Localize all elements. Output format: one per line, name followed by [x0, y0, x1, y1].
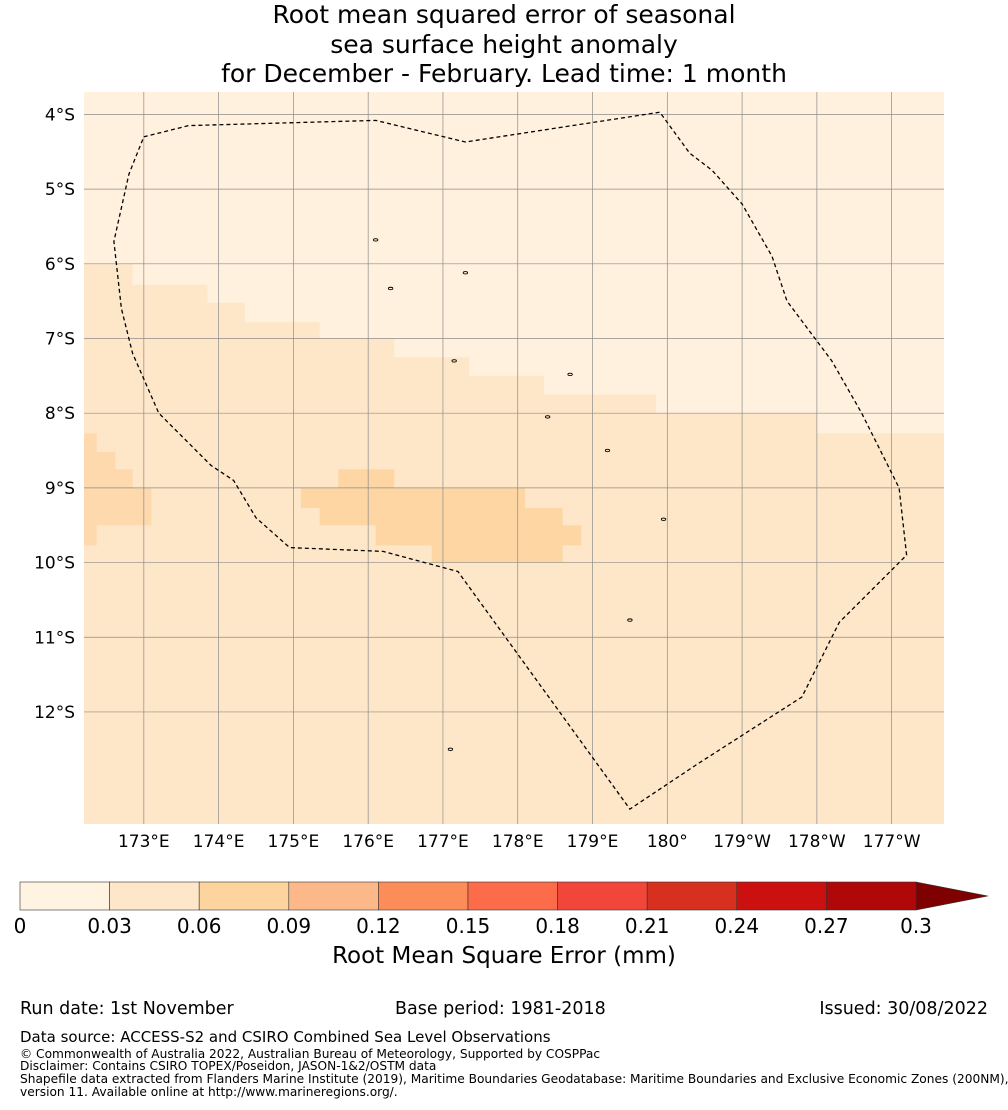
island-outline: [604, 448, 611, 453]
island-outline: [447, 747, 454, 751]
shapefile-credit-2: version 11. Available online at http://w…: [20, 1085, 398, 1099]
island-outline: [627, 618, 633, 622]
shapefile-credit-1: Shapefile data extracted from Flanders M…: [20, 1072, 1008, 1086]
colorbar-tick-label: 0.06: [177, 914, 222, 938]
rmse-region-band-0.00-0.03: [84, 92, 944, 434]
island-outline: [660, 517, 667, 521]
colorbar-tick-label: 0.21: [625, 914, 670, 938]
colorbar-extend-arrow: [915, 881, 989, 911]
data-source: Data source: ACCESS-S2 and CSIRO Combine…: [20, 1028, 551, 1046]
colorbar-tick-label: 0.12: [356, 914, 401, 938]
rmse-region-band-0.06-0.09-central: [300, 469, 582, 563]
lon-tick-label: 174°E: [193, 832, 245, 852]
colorbar-tick-label: 0.24: [715, 914, 760, 938]
chart-title: Root mean squared error of seasonal sea …: [0, 0, 1008, 89]
colorbar-segment: [736, 881, 827, 911]
lon-tick-label: 173°E: [118, 832, 170, 852]
island-outline: [567, 372, 573, 376]
lat-tick-label: 9°S: [45, 479, 75, 499]
colorbar-segment: [646, 881, 738, 911]
issued-date: Issued: 30/08/2022: [819, 999, 988, 1019]
colorbar-label: Root Mean Square Error (mm): [332, 943, 676, 969]
island-outline: [462, 271, 469, 275]
colorbar-segment: [557, 881, 648, 911]
colorbar-tick-label: 0.3: [900, 914, 932, 938]
copyright: © Commonwealth of Australia 2022, Austra…: [20, 1047, 601, 1061]
lon-tick-label: 175°E: [268, 832, 320, 852]
lat-tick-label: 10°S: [34, 554, 75, 574]
map-plot-area: 4°S 5°S 6°S 7°S 8°S 9°S 10°S 11°S 12°S 173°E 174°E…: [34, 92, 944, 852]
island-outline: [545, 415, 551, 419]
colorbar-tick-label: 0.27: [804, 914, 849, 938]
lon-tick-label: 177°E: [417, 832, 469, 852]
island-outline: [373, 238, 379, 242]
lon-tick-label: 179°W: [713, 832, 771, 852]
disclaimer: Disclaimer: Contains CSIRO TOPEX/Poseido…: [20, 1059, 437, 1073]
lat-tick-label: 7°S: [45, 329, 75, 349]
title-line-3: for December - February. Lead time: 1 mo…: [221, 59, 787, 88]
colorbar-tick-label: 0.03: [87, 914, 132, 938]
colorbar-segment: [109, 881, 200, 911]
lon-tick-label: 177°W: [863, 832, 921, 852]
colorbar-segment: [467, 881, 558, 911]
title-line-2: sea surface height anomaly: [330, 29, 678, 59]
lon-tick-label: 179°E: [567, 832, 619, 852]
island-outline: [387, 286, 394, 291]
lat-tick-label: 11°S: [34, 628, 75, 648]
island-outline: [451, 359, 457, 363]
colorbar-tick-label: 0.18: [535, 914, 580, 938]
colorbar-segment: [826, 881, 917, 911]
lon-tick-label: 176°E: [342, 832, 394, 852]
lat-tick-label: 6°S: [45, 255, 75, 275]
rmse-region-band-0.06-0.09-west: [84, 433, 152, 546]
colorbar-tick-label: 0.09: [267, 914, 312, 938]
run-date: Run date: 1st November: [20, 999, 234, 1019]
lon-tick-label: 178°W: [788, 832, 846, 852]
colorbar-segment: [198, 881, 290, 911]
lat-tick-label: 4°S: [45, 105, 75, 125]
colorbar-segment: [288, 881, 379, 911]
colorbar: 0 0.03 0.06 0.09 0.12 0.15 0.18 0.21 0.24 0.27 0.3: [14, 881, 989, 938]
lat-tick-label: 8°S: [45, 404, 75, 424]
colorbar-segment: [19, 881, 110, 911]
colorbar-tick-label: 0: [14, 914, 27, 938]
lat-tick-label: 12°S: [34, 703, 75, 723]
base-period: Base period: 1981-2018: [395, 999, 606, 1019]
lon-tick-label: 180°: [647, 832, 688, 852]
colorbar-segment: [378, 881, 469, 911]
lat-tick-label: 5°S: [45, 180, 75, 200]
eez-boundary: [113, 111, 908, 810]
colorbar-tick-label: 0.15: [446, 914, 491, 938]
title-line-1: Root mean squared error of seasonal: [272, 0, 736, 29]
lon-tick-label: 178°E: [492, 832, 544, 852]
